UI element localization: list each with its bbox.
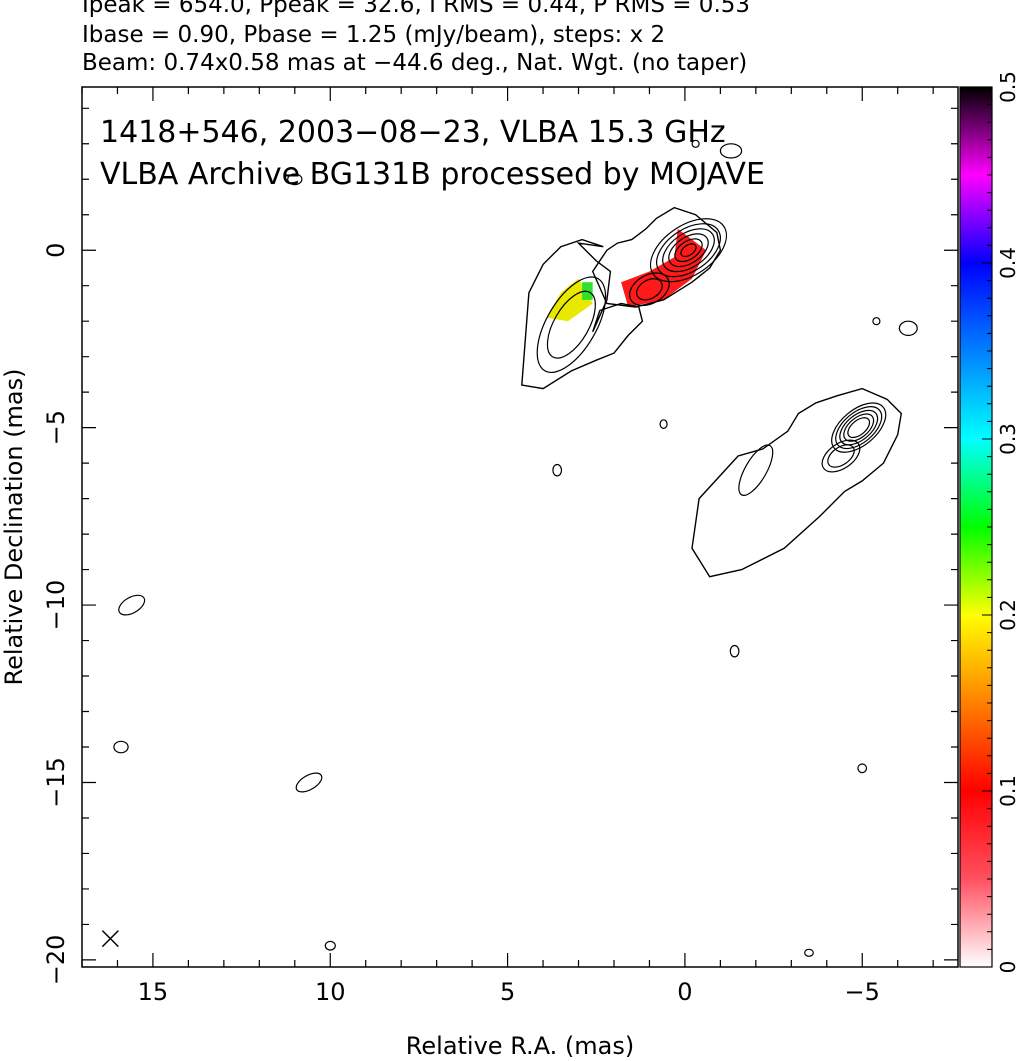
contour-16-0: [729, 644, 740, 658]
colorbar-tick-label-4: 0.4: [996, 247, 1020, 279]
plot-frame-border: [81, 86, 959, 968]
contour-7-0: [691, 139, 700, 148]
plot-frame: [81, 86, 959, 968]
xtick-label-4: −5: [845, 978, 880, 1006]
contour-1-0: [629, 272, 670, 307]
contour-envelope-2: [691, 387, 903, 578]
ytick-label-0: 0: [42, 243, 70, 258]
contour-0-0: [649, 218, 728, 283]
contour-10-0: [552, 463, 563, 477]
ytick-label-1: −5: [42, 410, 70, 445]
contour-4-1: [827, 444, 855, 468]
contour-3-1: [835, 406, 883, 450]
contour-0-1: [656, 223, 721, 278]
xtick-label-3: 0: [677, 978, 692, 1006]
y-axis-label: Relative Declination (mas): [0, 368, 28, 685]
xtick-label-0: 15: [138, 978, 169, 1006]
colorbar-tick-label-0: 0: [996, 961, 1020, 974]
header-line-1: Ipeak = 654.0, Ppeak = 32.6, I RMS = 0.4…: [82, 0, 751, 18]
annotation-0: 1418+546, 2003−08−23, VLBA 15.3 GHz: [100, 115, 726, 150]
contour-envelope-1: [521, 238, 644, 390]
colorbar-tick-label-5: 0.5: [996, 71, 1020, 103]
intensity-contours: [101, 139, 918, 957]
contour-0-3: [668, 233, 709, 268]
contour-9-0: [659, 419, 668, 430]
xtick-label-1: 10: [315, 978, 346, 1006]
colorbar-ticks: [982, 86, 992, 968]
contour-3-3: [843, 413, 875, 442]
annotation-1: VLBA Archive BG131B processed by MOJAVE: [100, 157, 765, 192]
colorbar-tick-label-2: 0.2: [996, 599, 1020, 631]
contour-3-0: [831, 402, 887, 453]
x-axis-label: Relative R.A. (mas): [406, 1032, 634, 1060]
contour-0-5: [680, 243, 697, 258]
contour-6-0: [287, 173, 303, 186]
contour-4-0: [821, 439, 861, 473]
contour-15-0: [295, 772, 323, 793]
colorbar-tick-label-1: 0.1: [996, 775, 1020, 807]
colorbar-gradient: [959, 86, 993, 968]
contour-19-0: [804, 948, 814, 957]
axis-labels: 15 10 5 0 −5 0 −5 −10 −15 −20 Relative R.A. (mas) R…: [0, 115, 880, 1060]
contour-0-2: [662, 228, 715, 273]
tick-marks: [81, 87, 958, 967]
contour-12-0: [898, 320, 918, 336]
contour-3-4: [847, 417, 871, 439]
contour-2-0: [536, 276, 607, 374]
contour-2-1: [546, 290, 596, 359]
header-line-3: Beam: 0.74x0.58 mas at −44.6 deg., Nat. …: [82, 50, 748, 76]
contour-18-0: [324, 940, 336, 951]
contour-11-0: [872, 317, 881, 326]
contour-1-1: [635, 278, 663, 301]
beam-marker: [101, 930, 119, 948]
colorbar: 0 0.1 0.2 0.3 0.4 0.5: [959, 71, 1020, 974]
contour-17-0: [857, 763, 868, 774]
contour-5-0: [738, 444, 774, 496]
contour-14-0: [113, 740, 129, 754]
ytick-label-2: −10: [42, 580, 70, 631]
contour-13-0: [118, 594, 146, 616]
ytick-label-4: −20: [42, 935, 70, 986]
colorbar-tick-label-3: 0.3: [996, 423, 1020, 455]
xtick-label-2: 5: [500, 978, 515, 1006]
pol-patch-0: [621, 228, 707, 307]
ytick-label-3: −15: [42, 757, 70, 808]
header-line-2: Ibase = 0.90, Pbase = 1.25 (mJy/beam), s…: [82, 22, 666, 48]
axis-ticks: [81, 87, 958, 967]
contour-0-4: [674, 238, 703, 263]
contour-8-0: [719, 143, 743, 159]
